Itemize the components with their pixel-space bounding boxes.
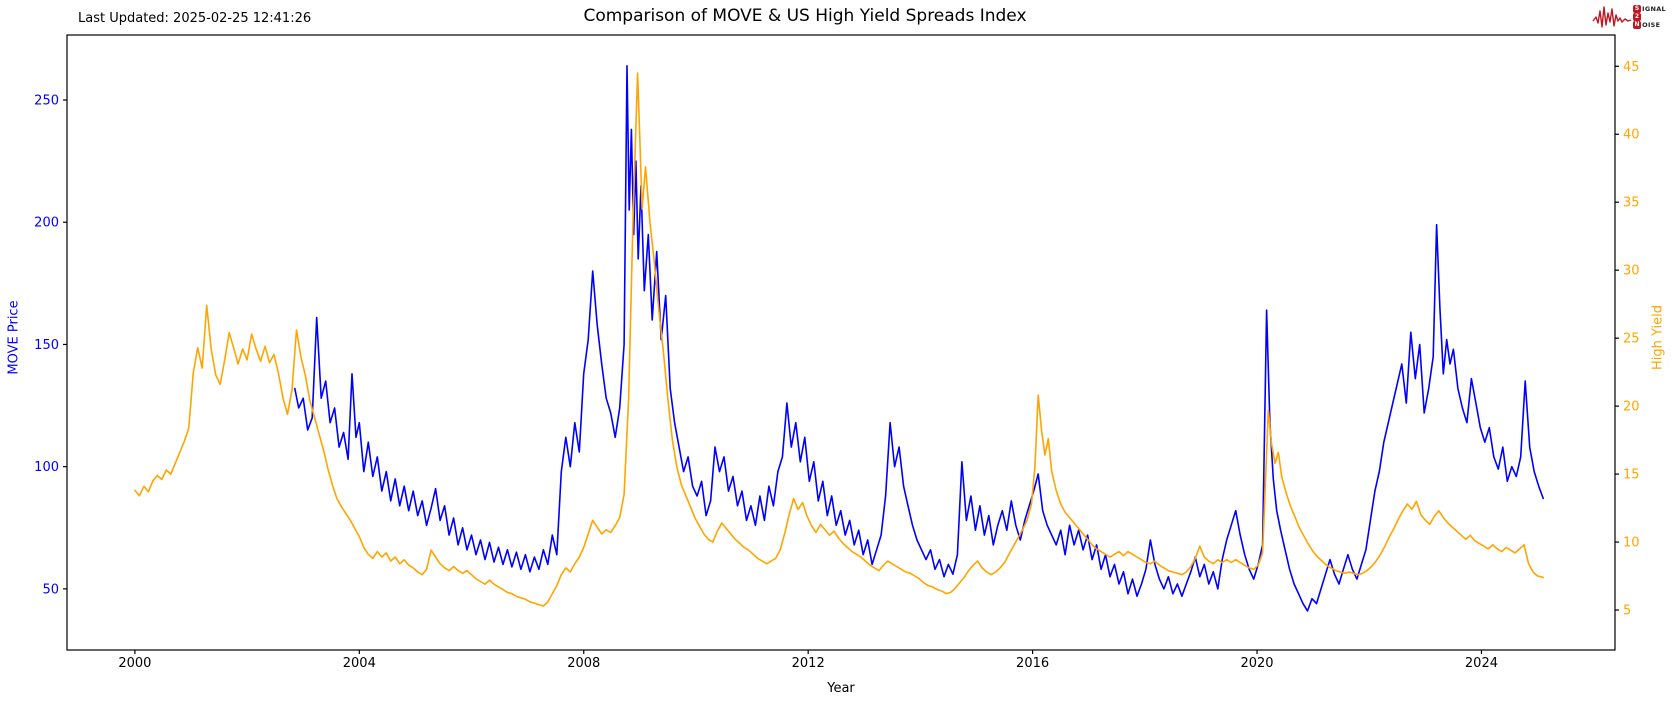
right-tick-label: 30 [1623, 264, 1640, 279]
left-tick-label: 150 [34, 338, 59, 353]
series-line-high-yield [134, 72, 1544, 607]
logo-badge-2: 2 [1633, 13, 1642, 21]
x-tick-label: 2000 [118, 656, 151, 671]
right-tick-label: 45 [1623, 60, 1640, 75]
logo-word-ignal: IGNAL [1642, 5, 1666, 13]
left-tick-label: 200 [34, 216, 59, 231]
left-tick-label: 100 [34, 460, 59, 475]
right-tick-label: 15 [1623, 468, 1640, 483]
x-tick-label: 2012 [792, 656, 825, 671]
x-tick-label: 2008 [567, 656, 600, 671]
waveform-icon [1592, 6, 1632, 28]
axes-spines [66, 34, 1616, 651]
x-tick-label: 2004 [343, 656, 376, 671]
right-tick-label: 25 [1623, 332, 1640, 347]
right-tick-label: 40 [1623, 128, 1640, 143]
logo-word-oise: OISE [1642, 21, 1661, 29]
logo-badge-s: S [1633, 5, 1642, 13]
x-tick-label: 2024 [1465, 656, 1498, 671]
left-tick-label: 250 [34, 94, 59, 109]
series-line-move [293, 65, 1544, 612]
x-axis-label: Year [827, 681, 855, 696]
x-tick-label: 2020 [1240, 656, 1273, 671]
x-tick-label: 2016 [1016, 656, 1049, 671]
right-tick-label: 35 [1623, 196, 1640, 211]
last-updated-text: Last Updated: 2025-02-25 12:41:26 [78, 11, 312, 26]
right-tick-label: 5 [1623, 604, 1631, 619]
right-tick-label: 10 [1623, 536, 1640, 551]
signal2noise-logo: S IGNAL 2 N OISE [1592, 3, 1666, 31]
right-tick-label: 20 [1623, 400, 1640, 415]
left-tick-label: 50 [42, 582, 59, 597]
logo-badge-n: N [1633, 21, 1642, 29]
logo-text: S IGNAL 2 N OISE [1633, 5, 1666, 29]
chart-title: Comparison of MOVE & US High Yield Sprea… [583, 6, 1027, 26]
